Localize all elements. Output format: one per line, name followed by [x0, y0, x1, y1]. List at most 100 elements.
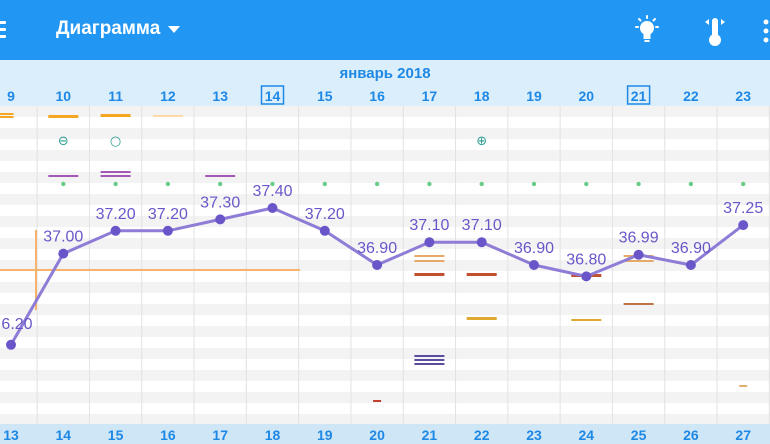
marker-dot [322, 181, 327, 187]
marker-dot [688, 181, 694, 187]
month-label: январь 2018 [339, 65, 431, 82]
day-label: 21 [631, 88, 647, 104]
marker-bar [48, 115, 79, 118]
marker-bar [466, 317, 497, 320]
today-box [626, 85, 651, 105]
temperature-point [424, 237, 435, 248]
today-box [260, 85, 285, 105]
marker-dot [218, 181, 223, 187]
day-label: 19 [526, 88, 542, 104]
temperature-label: 37.20 [148, 206, 188, 223]
day-label: 12 [160, 88, 176, 104]
view-selector-title[interactable]: Диаграмма [56, 18, 161, 39]
grid-stripe [0, 238, 770, 249]
day-label: 16 [369, 88, 385, 104]
temperature-labels: 6.20 37.00 37.20 37.20 37.30 37.40 37.20 36.90 3… [1, 183, 763, 333]
temperature-label: 37.25 [723, 200, 763, 217]
marker-bar [623, 303, 654, 305]
temperature-point [267, 203, 278, 213]
marker-bar [466, 273, 497, 276]
marker-bar [152, 115, 183, 117]
grid-stripe [0, 370, 770, 381]
day-labels: 9 10 11 12 13 14 15 16 17 18 19 20 21 22 23 [7, 85, 751, 105]
marker-bar [414, 260, 445, 262]
temperature-point [581, 271, 592, 282]
grid-stripe [0, 150, 770, 161]
day-label: 17 [422, 88, 438, 104]
marker-dot [584, 181, 589, 187]
day-label: 9 [7, 88, 15, 104]
grid-stripe [0, 216, 770, 227]
temperature-point [529, 260, 539, 270]
grid-stripe [0, 128, 770, 139]
day-label: 15 [317, 88, 333, 104]
temperature-point [633, 249, 644, 260]
cycle-day-bar [0, 424, 770, 444]
marker-symbol: ○ [110, 134, 121, 149]
temperature-label: 36.90 [514, 240, 554, 257]
marker-dot [374, 181, 380, 187]
temperature-label: 36.90 [671, 240, 711, 257]
marker-bar [739, 385, 748, 387]
marker-bar [205, 175, 236, 177]
marker-dot [165, 181, 171, 187]
marker-dot [270, 181, 275, 187]
marker-dot [113, 181, 118, 187]
grid-stripe [0, 106, 770, 117]
temperature-label: 37.10 [462, 217, 502, 234]
day-label: 22 [683, 88, 699, 104]
thermometer-icon[interactable] [702, 14, 728, 48]
day-label: 23 [735, 88, 751, 104]
marker-symbol: ⊖ [58, 134, 69, 149]
temperature-label: 37.40 [252, 183, 292, 200]
temperature-label: 6.20 [1, 316, 32, 333]
hamburger-menu-icon[interactable] [0, 18, 10, 42]
temperature-point [110, 225, 121, 236]
grid-stripe [0, 392, 770, 403]
marker-symbol: ⊕ [476, 134, 487, 149]
grid-stripe [0, 326, 770, 337]
date-header [0, 60, 770, 106]
marker-bar [48, 175, 79, 177]
lightbulb-icon[interactable] [632, 14, 662, 46]
marker-bar [571, 319, 602, 321]
marker-dot [61, 181, 66, 187]
grid-stripe [0, 348, 770, 359]
temperature-label: 37.00 [43, 229, 83, 246]
day-label: 14 [265, 88, 281, 104]
grid-stripe [0, 172, 770, 183]
temperature-series [6, 203, 749, 350]
temperature-point [476, 237, 487, 248]
chart-vertical-grid [36, 106, 770, 424]
grid-stripe [0, 304, 770, 315]
temperature-label: 36.80 [566, 251, 606, 268]
grid-stripe [0, 282, 770, 293]
temperature-label: 36.99 [619, 230, 659, 247]
grid-stripe [0, 194, 770, 205]
marker-bar [100, 171, 131, 173]
temperature-point [685, 260, 696, 270]
dropdown-arrow-icon[interactable] [168, 26, 180, 33]
marker-bar [0, 116, 14, 118]
marker-bar [623, 260, 654, 262]
temperature-point [162, 225, 173, 236]
temperature-point [58, 248, 69, 259]
temperature-line [9, 206, 745, 346]
marker-bar [0, 113, 14, 115]
day-label: 20 [579, 88, 595, 104]
day-label: 11 [108, 88, 123, 104]
more-vert-icon[interactable] [762, 18, 770, 44]
marker-bar [414, 355, 445, 357]
marker-dot [479, 181, 484, 187]
temperature-label: 36.90 [357, 240, 397, 257]
day-label: 13 [212, 88, 228, 104]
grid-stripe [0, 260, 770, 271]
marker-bar [414, 363, 445, 365]
coverline [0, 230, 300, 310]
temperature-label: 37.10 [409, 217, 449, 234]
marker-dot [427, 181, 432, 187]
marker-dot [636, 181, 641, 187]
marker-dot [741, 181, 746, 187]
marker-dot [531, 181, 537, 187]
